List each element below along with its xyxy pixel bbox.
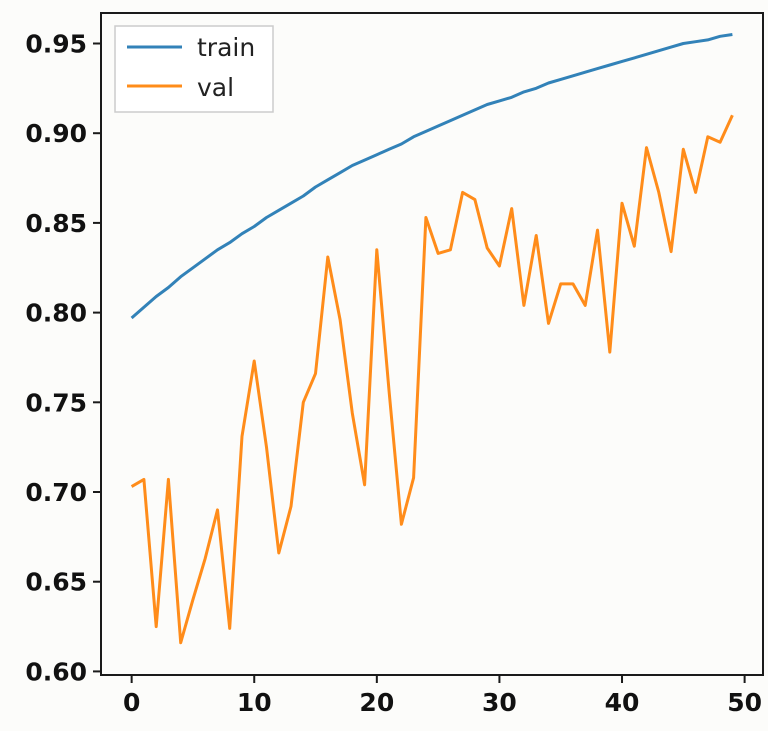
- x-axis: 0 10 20 30 40 50: [123, 675, 762, 717]
- y-tick-label: 0.70: [25, 478, 87, 507]
- x-tick-label: 30: [482, 688, 517, 717]
- y-tick-label: 0.60: [25, 657, 87, 686]
- y-axis: 0.60 0.65 0.70 0.75 0.80 0.85 0.90 0.95: [25, 29, 101, 686]
- x-tick-label: 50: [727, 688, 762, 717]
- legend-label-train: train: [197, 33, 255, 62]
- x-tick-label: 40: [605, 688, 640, 717]
- series-layer: [130, 33, 734, 645]
- y-tick-label: 0.65: [25, 568, 87, 597]
- y-tick-label: 0.80: [25, 299, 87, 328]
- series-line-val: [130, 114, 734, 645]
- legend-box: [114, 25, 274, 113]
- series-line-train: [130, 33, 733, 320]
- legend: train val: [114, 25, 274, 113]
- legend-label-val: val: [197, 73, 234, 102]
- y-tick-label: 0.75: [25, 388, 87, 417]
- y-tick-label: 0.95: [25, 29, 87, 58]
- x-tick-label: 10: [237, 688, 272, 717]
- plot-area: [100, 12, 764, 676]
- x-tick-label: 20: [359, 688, 394, 717]
- x-tick-label: 0: [123, 688, 140, 717]
- y-tick-label: 0.90: [25, 119, 87, 148]
- y-tick-label: 0.85: [25, 209, 87, 238]
